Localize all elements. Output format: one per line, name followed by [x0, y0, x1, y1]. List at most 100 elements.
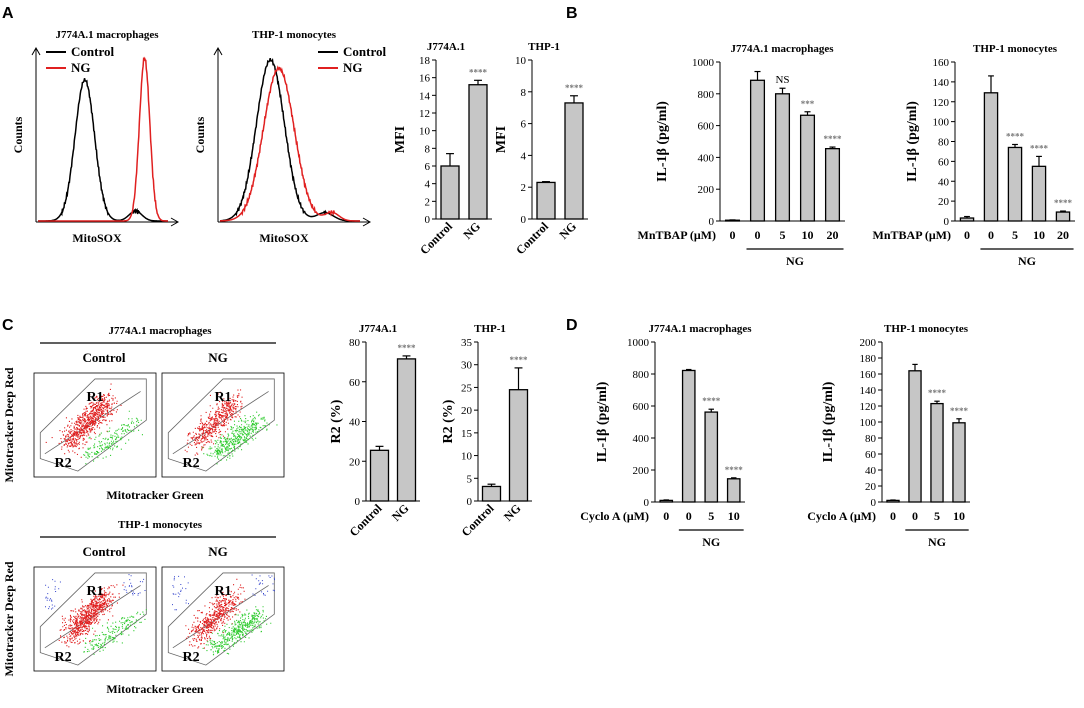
y-tick-label: 1000 — [692, 57, 715, 69]
flow-group: THP-1 monocytes Control NG R1 R2 R1 R2 Mitotrac… — [2, 519, 285, 696]
y-tick-label: 80 — [938, 137, 950, 149]
bar — [396, 358, 417, 502]
bar — [1031, 165, 1047, 222]
y-axis-label: Counts — [11, 116, 25, 153]
x-tick-label: 0 — [964, 228, 970, 242]
gate-label-r2: R2 — [55, 456, 72, 471]
x-axis-arrow — [362, 217, 372, 227]
bar — [952, 422, 966, 503]
dots-red — [185, 578, 246, 649]
significance-stars: *** — [801, 99, 815, 109]
y-tick-label: 5 — [467, 473, 473, 485]
x-axis-label: Cyclo A (μM) — [807, 509, 876, 523]
gate-label-r1: R1 — [86, 390, 103, 405]
dots-red — [45, 383, 122, 458]
y-tick-label: 20 — [349, 456, 361, 468]
y-tick-label: 60 — [938, 156, 950, 168]
bar — [824, 148, 841, 222]
gate-label-r2: R2 — [183, 650, 200, 665]
y-tick-label: 0 — [355, 496, 361, 508]
chart-title: J774A.1 macrophages — [648, 323, 752, 335]
bar — [749, 79, 766, 222]
significance-stars: **** — [469, 67, 488, 77]
y-axis-label: R2 (%) — [329, 399, 344, 443]
condition-label: NG — [208, 350, 228, 365]
chart-title: J774A.1 — [427, 41, 465, 53]
y-tick-label: 14 — [419, 90, 431, 102]
significance-label: NS — [775, 74, 789, 86]
y-axis-label: IL-1β (pg/ml) — [905, 101, 920, 182]
y-tick-label: 15 — [461, 428, 473, 440]
x-tick-label: Control — [347, 501, 385, 539]
chart-title: THP-1 — [474, 323, 506, 335]
y-tick-label: 0 — [425, 214, 431, 226]
y-tick-label: 60 — [349, 377, 361, 389]
y-axis-label: IL-1β (pg/ml) — [821, 381, 836, 462]
significance-stars: **** — [1006, 131, 1025, 141]
chart-D-thp1: THP-1 monocytes0204060801001201401601802… — [807, 323, 970, 549]
bar — [704, 411, 719, 503]
y-axis-arrow — [213, 46, 223, 56]
chart-A-mfi-j774: J774A.1 0 2 4 6 8 10 12 14 16 18 MFI Control **** NG — [393, 41, 492, 257]
y-tick-label: 0 — [644, 497, 650, 509]
x-tick-label: 20 — [1057, 228, 1069, 242]
bar — [726, 478, 741, 503]
dots-blue — [45, 574, 146, 610]
x-tick-label: 0 — [686, 509, 692, 523]
gate-label-r1: R1 — [214, 390, 231, 405]
gate-label-r2: R2 — [183, 456, 200, 471]
x-tick-label: 10 — [1033, 228, 1045, 242]
y-tick-label: 120 — [933, 97, 950, 109]
chart-title: J774A.1 macrophages — [55, 29, 159, 41]
chart-D-j774: J774A.1 macrophages02004006008001000IL-1… — [580, 323, 752, 549]
bar — [369, 449, 390, 502]
y-tick-label: 30 — [461, 360, 473, 372]
group-label: NG — [702, 535, 720, 549]
bar — [1007, 146, 1023, 222]
y-tick-label: 600 — [633, 401, 650, 413]
x-tick-label: 0 — [755, 228, 761, 242]
y-tick-label: 8 — [521, 87, 527, 99]
bar — [508, 389, 529, 502]
y-axis-label: MFI — [494, 126, 509, 153]
dots-green — [83, 609, 147, 655]
gate-label-r1: R1 — [86, 584, 103, 599]
y-tick-label: 100 — [860, 417, 877, 429]
group-label: NG — [1018, 254, 1036, 268]
flow-group-title: J774A.1 macrophages — [108, 325, 212, 337]
y-tick-label: 80 — [865, 433, 877, 445]
condition-label: Control — [82, 544, 125, 559]
y-tick-label: 180 — [860, 353, 877, 365]
y-tick-label: 60 — [865, 449, 877, 461]
histogram-curve — [38, 78, 168, 222]
x-tick-label: 5 — [1012, 228, 1018, 242]
x-axis-label: Mitotracker Green — [106, 488, 204, 502]
gate-divider — [172, 585, 269, 649]
y-tick-label: 2 — [521, 182, 527, 194]
y-tick-label: 8 — [425, 143, 431, 155]
chart-title: J774A.1 macrophages — [730, 43, 834, 55]
significance-stars: **** — [1030, 143, 1049, 153]
significance-stars: **** — [565, 83, 584, 93]
panel-letter-a: A — [2, 5, 14, 22]
panel-letter-c: C — [2, 317, 14, 334]
x-tick-label: 20 — [827, 228, 839, 242]
group-label: NG — [786, 254, 804, 268]
y-tick-label: 16 — [419, 73, 431, 85]
significance-stars: **** — [702, 396, 721, 406]
legend-label: NG — [71, 60, 91, 75]
y-tick-label: 4 — [521, 150, 527, 162]
flow-group: J774A.1 macrophages Control NG R1 R2 R1 R2 Mito… — [2, 325, 285, 502]
y-tick-label: 40 — [938, 176, 950, 188]
y-tick-label: 10 — [515, 55, 527, 67]
y-tick-label: 400 — [698, 152, 715, 164]
gate-divider — [172, 391, 269, 455]
gate-outline — [39, 572, 147, 666]
y-axis-label: IL-1β (pg/ml) — [595, 381, 610, 462]
y-tick-label: 6 — [425, 161, 431, 173]
x-axis-label: MnTBAP (μM) — [873, 228, 951, 242]
y-tick-label: 160 — [933, 57, 950, 69]
y-tick-label: 0 — [521, 214, 527, 226]
panel-letter-d: D — [566, 317, 578, 334]
bar — [468, 84, 488, 220]
